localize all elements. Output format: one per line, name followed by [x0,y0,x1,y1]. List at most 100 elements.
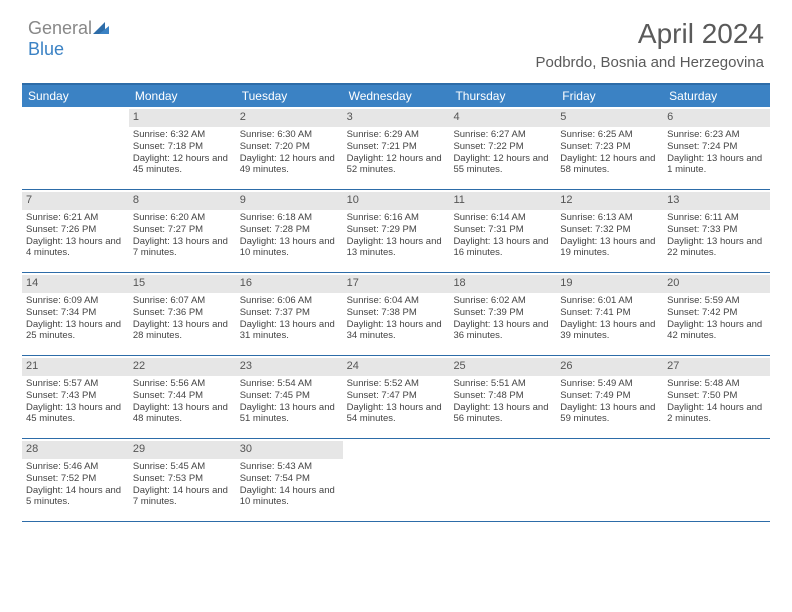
sunset-text: Sunset: 7:23 PM [560,141,659,153]
logo-word2: Blue [28,39,64,59]
sunset-text: Sunset: 7:33 PM [667,224,766,236]
day-cell: 19Sunrise: 6:01 AMSunset: 7:41 PMDayligh… [556,273,663,355]
sunset-text: Sunset: 7:47 PM [347,390,446,402]
sunset-text: Sunset: 7:41 PM [560,307,659,319]
day-cell: 24Sunrise: 5:52 AMSunset: 7:47 PMDayligh… [343,356,450,438]
daylight-text: Daylight: 12 hours and 45 minutes. [133,153,232,177]
week-row: 21Sunrise: 5:57 AMSunset: 7:43 PMDayligh… [22,356,770,439]
sunrise-text: Sunrise: 5:54 AM [240,378,339,390]
dow-cell: Monday [129,85,236,107]
sunrise-text: Sunrise: 6:01 AM [560,295,659,307]
day-cell: 14Sunrise: 6:09 AMSunset: 7:34 PMDayligh… [22,273,129,355]
daylight-text: Daylight: 13 hours and 10 minutes. [240,236,339,260]
sunrise-text: Sunrise: 6:20 AM [133,212,232,224]
day-number: 8 [129,192,236,210]
daylight-text: Daylight: 14 hours and 5 minutes. [26,485,125,509]
day-cell [343,439,450,521]
daylight-text: Daylight: 14 hours and 10 minutes. [240,485,339,509]
sunrise-text: Sunrise: 5:45 AM [133,461,232,473]
day-cell: 30Sunrise: 5:43 AMSunset: 7:54 PMDayligh… [236,439,343,521]
day-number: 6 [663,109,770,127]
daylight-text: Daylight: 13 hours and 36 minutes. [453,319,552,343]
week-row: 14Sunrise: 6:09 AMSunset: 7:34 PMDayligh… [22,273,770,356]
day-cell [449,439,556,521]
sunset-text: Sunset: 7:54 PM [240,473,339,485]
day-cell: 17Sunrise: 6:04 AMSunset: 7:38 PMDayligh… [343,273,450,355]
sunset-text: Sunset: 7:44 PM [133,390,232,402]
sunrise-text: Sunrise: 6:07 AM [133,295,232,307]
daylight-text: Daylight: 14 hours and 2 minutes. [667,402,766,426]
day-cell: 4Sunrise: 6:27 AMSunset: 7:22 PMDaylight… [449,107,556,189]
daylight-text: Daylight: 12 hours and 49 minutes. [240,153,339,177]
sunset-text: Sunset: 7:26 PM [26,224,125,236]
day-cell: 28Sunrise: 5:46 AMSunset: 7:52 PMDayligh… [22,439,129,521]
day-cell: 6Sunrise: 6:23 AMSunset: 7:24 PMDaylight… [663,107,770,189]
day-number: 22 [129,358,236,376]
dow-cell: Friday [556,85,663,107]
daylight-text: Daylight: 12 hours and 52 minutes. [347,153,446,177]
logo-word1: General [28,18,92,38]
daylight-text: Daylight: 13 hours and 42 minutes. [667,319,766,343]
daylight-text: Daylight: 13 hours and 31 minutes. [240,319,339,343]
day-number: 14 [22,275,129,293]
day-cell [556,439,663,521]
dow-cell: Tuesday [236,85,343,107]
day-number: 13 [663,192,770,210]
day-of-week-header: SundayMondayTuesdayWednesdayThursdayFrid… [22,85,770,107]
sunset-text: Sunset: 7:50 PM [667,390,766,402]
week-row: 28Sunrise: 5:46 AMSunset: 7:52 PMDayligh… [22,439,770,522]
daylight-text: Daylight: 13 hours and 19 minutes. [560,236,659,260]
daylight-text: Daylight: 13 hours and 56 minutes. [453,402,552,426]
day-number: 30 [236,441,343,459]
day-cell: 29Sunrise: 5:45 AMSunset: 7:53 PMDayligh… [129,439,236,521]
week-row: 7Sunrise: 6:21 AMSunset: 7:26 PMDaylight… [22,190,770,273]
daylight-text: Daylight: 14 hours and 7 minutes. [133,485,232,509]
sunrise-text: Sunrise: 5:51 AM [453,378,552,390]
sunset-text: Sunset: 7:45 PM [240,390,339,402]
day-cell: 16Sunrise: 6:06 AMSunset: 7:37 PMDayligh… [236,273,343,355]
sunset-text: Sunset: 7:52 PM [26,473,125,485]
day-number: 27 [663,358,770,376]
daylight-text: Daylight: 12 hours and 55 minutes. [453,153,552,177]
day-cell: 2Sunrise: 6:30 AMSunset: 7:20 PMDaylight… [236,107,343,189]
day-cell: 5Sunrise: 6:25 AMSunset: 7:23 PMDaylight… [556,107,663,189]
day-cell: 3Sunrise: 6:29 AMSunset: 7:21 PMDaylight… [343,107,450,189]
sunrise-text: Sunrise: 6:29 AM [347,129,446,141]
sunset-text: Sunset: 7:22 PM [453,141,552,153]
daylight-text: Daylight: 13 hours and 45 minutes. [26,402,125,426]
day-number: 21 [22,358,129,376]
sunset-text: Sunset: 7:38 PM [347,307,446,319]
day-cell: 26Sunrise: 5:49 AMSunset: 7:49 PMDayligh… [556,356,663,438]
day-cell: 20Sunrise: 5:59 AMSunset: 7:42 PMDayligh… [663,273,770,355]
daylight-text: Daylight: 13 hours and 25 minutes. [26,319,125,343]
day-cell: 10Sunrise: 6:16 AMSunset: 7:29 PMDayligh… [343,190,450,272]
daylight-text: Daylight: 13 hours and 54 minutes. [347,402,446,426]
sunrise-text: Sunrise: 6:06 AM [240,295,339,307]
logo: General Blue [28,18,109,60]
day-number: 1 [129,109,236,127]
day-cell: 11Sunrise: 6:14 AMSunset: 7:31 PMDayligh… [449,190,556,272]
sunrise-text: Sunrise: 5:59 AM [667,295,766,307]
daylight-text: Daylight: 12 hours and 58 minutes. [560,153,659,177]
day-number: 7 [22,192,129,210]
daylight-text: Daylight: 13 hours and 4 minutes. [26,236,125,260]
sunrise-text: Sunrise: 5:52 AM [347,378,446,390]
day-number: 23 [236,358,343,376]
sunrise-text: Sunrise: 6:13 AM [560,212,659,224]
sunrise-text: Sunrise: 6:02 AM [453,295,552,307]
sunrise-text: Sunrise: 5:56 AM [133,378,232,390]
sunset-text: Sunset: 7:48 PM [453,390,552,402]
sunrise-text: Sunrise: 6:23 AM [667,129,766,141]
daylight-text: Daylight: 13 hours and 13 minutes. [347,236,446,260]
sunset-text: Sunset: 7:34 PM [26,307,125,319]
day-number: 12 [556,192,663,210]
sunset-text: Sunset: 7:31 PM [453,224,552,236]
sunrise-text: Sunrise: 6:27 AM [453,129,552,141]
sunset-text: Sunset: 7:28 PM [240,224,339,236]
sunset-text: Sunset: 7:21 PM [347,141,446,153]
day-number: 29 [129,441,236,459]
day-cell: 7Sunrise: 6:21 AMSunset: 7:26 PMDaylight… [22,190,129,272]
daylight-text: Daylight: 13 hours and 16 minutes. [453,236,552,260]
day-number: 17 [343,275,450,293]
day-cell: 12Sunrise: 6:13 AMSunset: 7:32 PMDayligh… [556,190,663,272]
